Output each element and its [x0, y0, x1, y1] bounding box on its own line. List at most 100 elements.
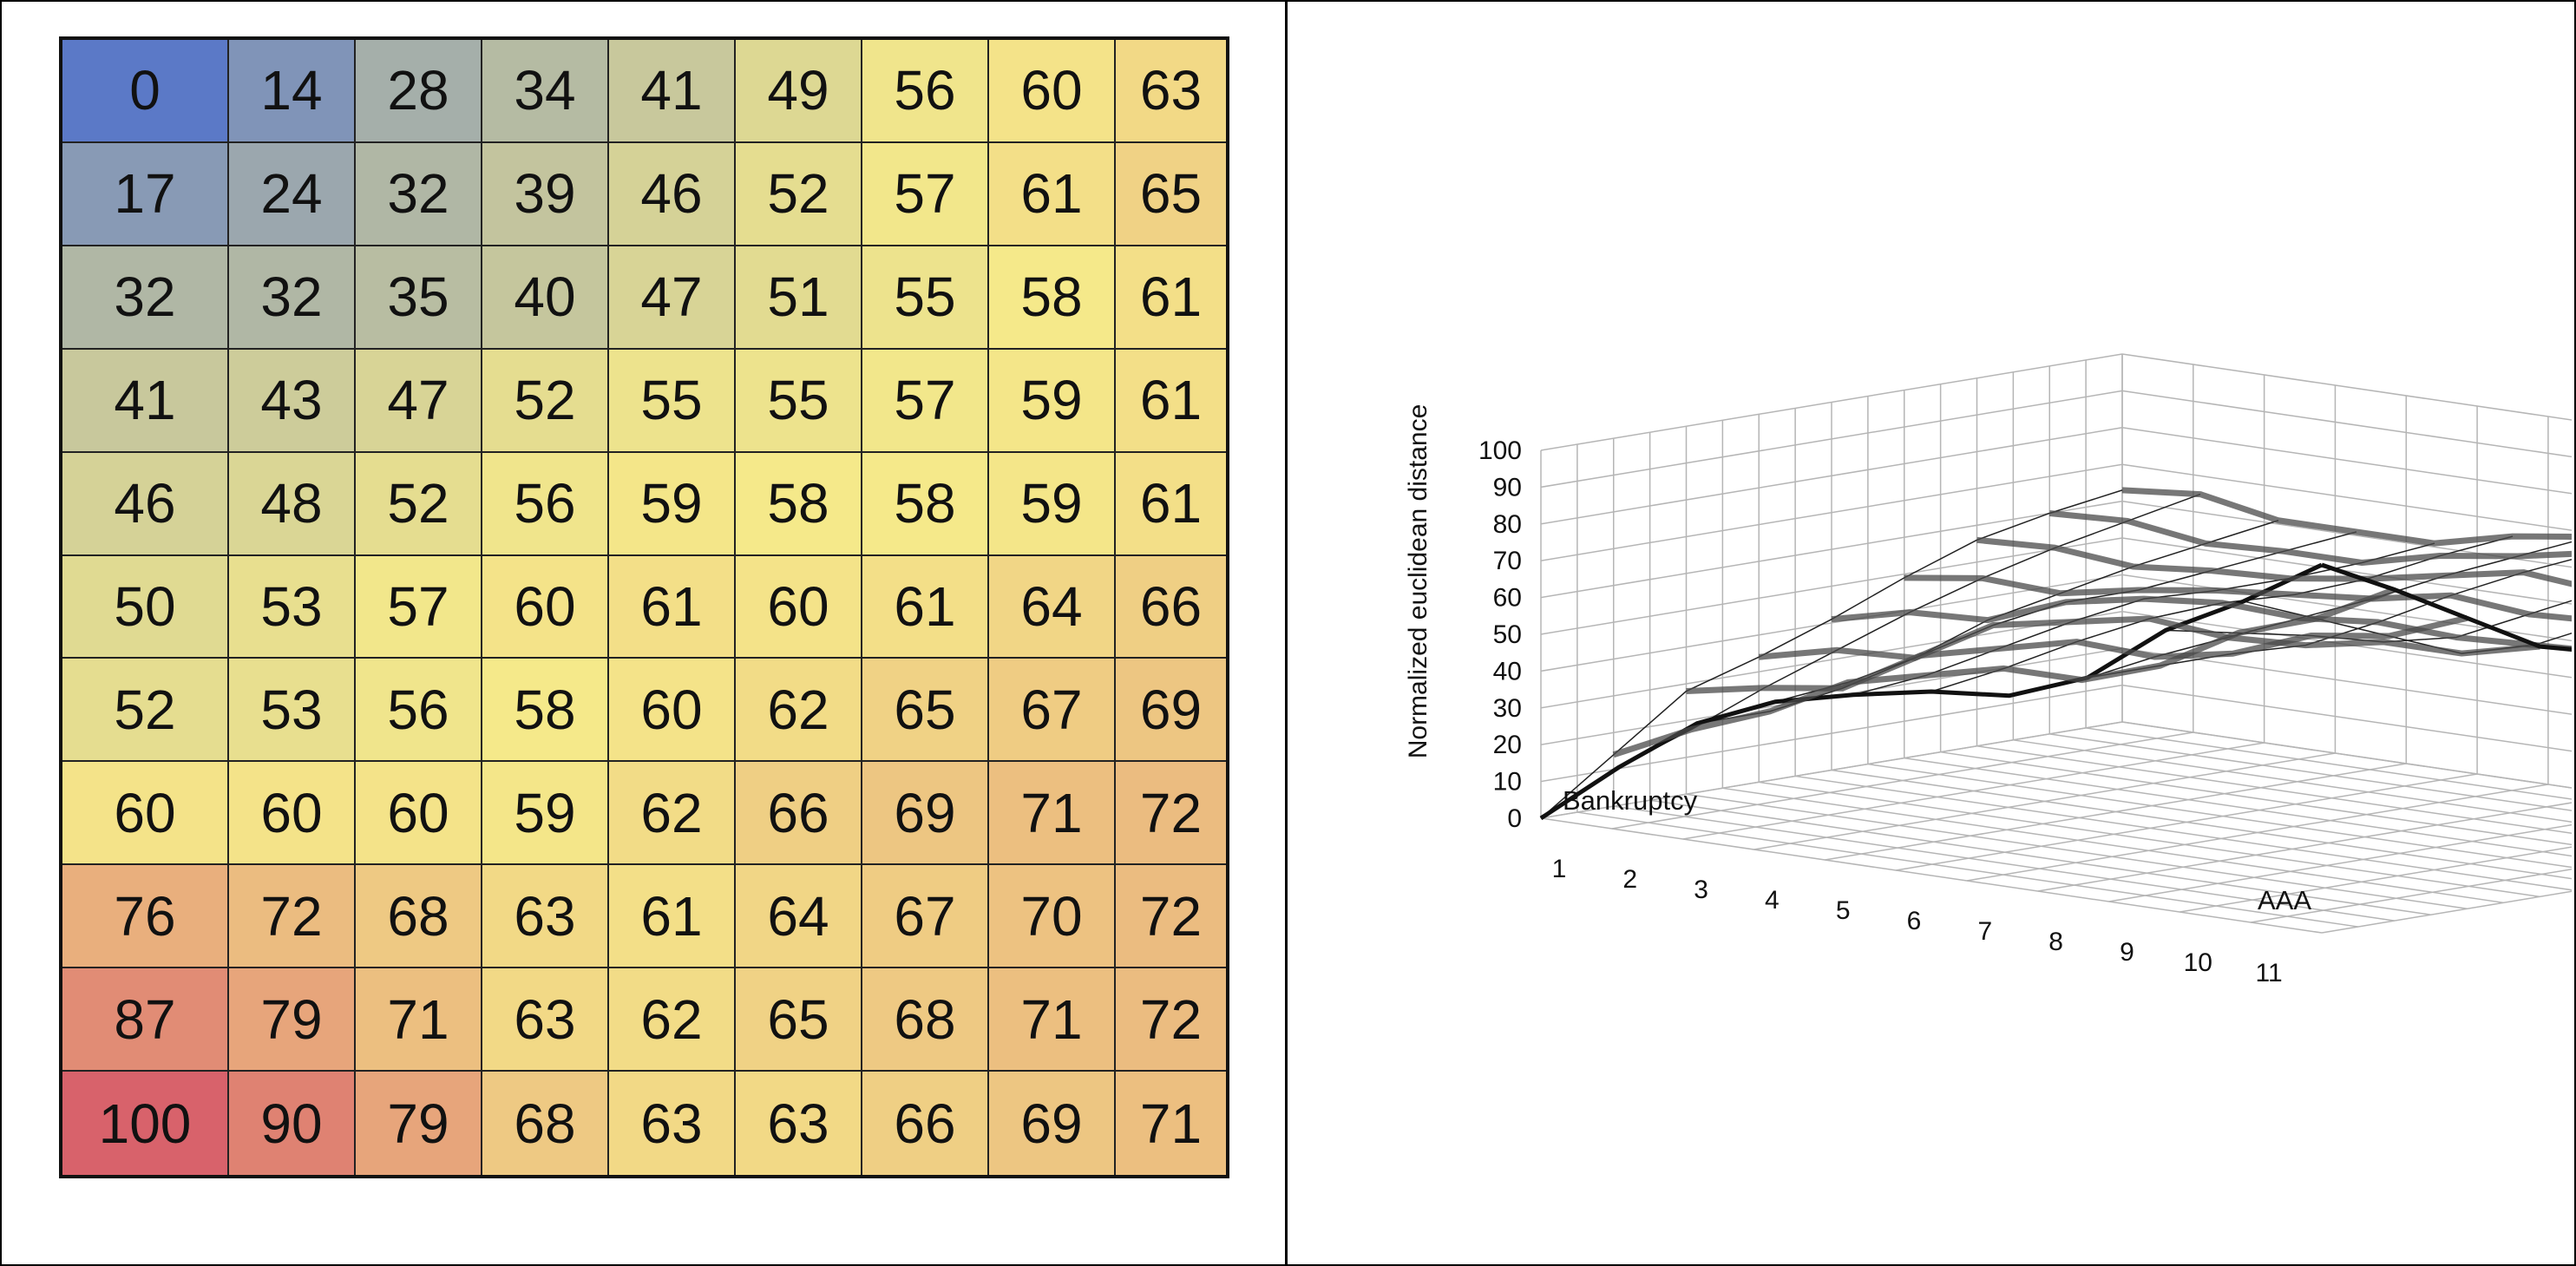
surface-series-line — [1758, 615, 2540, 661]
floor-gridline — [1867, 763, 2572, 869]
surface-series-line — [1831, 595, 2572, 653]
surface-labels: 0 10 20 30 40 50 60 70 80 90 100 1 2 3 4 5 6 7 8 9 10 11 — [1478, 436, 2283, 987]
heatmap-cell: 28 — [356, 40, 482, 143]
x-tick-label: 10 — [2184, 948, 2212, 977]
heatmap-cell: 66 — [736, 762, 862, 866]
heatmap-cell: 90 — [229, 1072, 356, 1175]
heatmap-cell: 32 — [229, 246, 356, 350]
heatmap-cell: 57 — [356, 555, 482, 659]
side-wall-gridline — [1540, 390, 2123, 489]
heatmap-cell: 79 — [229, 968, 356, 1072]
heatmap-cell: 53 — [229, 659, 356, 763]
heatmap-cell: 72 — [1116, 762, 1226, 866]
heatmap-cell: 67 — [989, 659, 1116, 763]
heatmap-cell: 49 — [736, 40, 862, 143]
heatmap-cell: 65 — [1116, 142, 1226, 246]
heatmap-cell: 52 — [482, 349, 609, 453]
z-axis-label: Normalized euclidean distance — [1404, 404, 1432, 759]
heatmap-cell: 65 — [862, 659, 989, 763]
back-wall-gridline — [2121, 721, 2572, 789]
x-tick-label: 6 — [1907, 907, 1922, 935]
heatmap-cell: 60 — [989, 40, 1116, 143]
x-tick-label: 11 — [2256, 959, 2283, 987]
floor-gridline — [1940, 751, 2572, 846]
heatmap-cell: 62 — [609, 762, 736, 866]
heatmap-cell: 59 — [989, 349, 1116, 453]
heatmap-cell: 63 — [609, 1072, 736, 1175]
heatmap-cell: 60 — [229, 762, 356, 866]
surface-series-line — [1904, 574, 2572, 622]
heatmap-cell: 58 — [862, 452, 989, 556]
z-tick-label: 20 — [1493, 731, 1522, 759]
heatmap-cell: 63 — [736, 1072, 862, 1175]
side-wall-gridline — [1540, 463, 2123, 561]
heatmap-cell: 48 — [229, 452, 356, 556]
heatmap-cell: 58 — [482, 659, 609, 763]
x-tick-label: 7 — [1977, 917, 1992, 946]
heatmap-cell: 71 — [989, 968, 1116, 1072]
x-tick-label: 8 — [2048, 928, 2063, 956]
heatmap-cell: 68 — [356, 865, 482, 969]
annotation-aaa: AAA — [2258, 885, 2311, 915]
heatmap-cell: 43 — [229, 349, 356, 453]
heatmap-cell: 60 — [482, 555, 609, 659]
floor-gridline — [2086, 727, 2572, 800]
back-wall-gridline — [2121, 647, 2572, 715]
heatmap-cell: 61 — [862, 555, 989, 659]
heatmap-cell: 41 — [62, 349, 229, 453]
heatmap-cell: 56 — [356, 659, 482, 763]
x-tick-label: 2 — [1622, 865, 1637, 894]
heatmap-cell: 58 — [989, 246, 1116, 350]
heatmap-cell: 71 — [356, 968, 482, 1072]
annotation-bankruptcy: Bankruptcy — [1563, 785, 1698, 816]
heatmap-cell: 60 — [609, 659, 736, 763]
heatmap-cell: 68 — [862, 968, 989, 1072]
heatmap-cell: 62 — [736, 659, 862, 763]
heatmap-cell: 14 — [229, 40, 356, 143]
heatmap-cell: 63 — [482, 968, 609, 1072]
back-wall-gridline — [2121, 463, 2572, 531]
back-wall-gridline — [2121, 353, 2572, 421]
heatmap-cell: 63 — [482, 865, 609, 969]
back-wall-gridline — [2121, 537, 2572, 605]
floor-gridline — [1795, 775, 2572, 891]
floor-gridline — [1540, 817, 2323, 934]
heatmap-cell: 66 — [1116, 555, 1226, 659]
heatmap-cell: 58 — [736, 452, 862, 556]
heatmap-cell: 59 — [609, 452, 736, 556]
heatmap-cell: 60 — [356, 762, 482, 866]
surface-edge-line — [2321, 562, 2572, 652]
heatmap-cell: 59 — [482, 762, 609, 866]
x-tick-label: 1 — [1552, 855, 1567, 883]
floor-gridline — [1613, 805, 2395, 922]
x-tick-label: 9 — [2120, 938, 2134, 967]
heatmap-cell: 76 — [62, 865, 229, 969]
heatmap-cell: 53 — [229, 555, 356, 659]
heatmap-cell: 69 — [862, 762, 989, 866]
heatmap-cell: 63 — [1116, 40, 1226, 143]
heatmap-cell: 57 — [862, 142, 989, 246]
heatmap-cell: 65 — [736, 968, 862, 1072]
heatmap-cell: 87 — [62, 968, 229, 1072]
surface-series-line — [1686, 614, 2468, 695]
heatmap-cell: 64 — [736, 865, 862, 969]
heatmap-cell: 68 — [482, 1072, 609, 1175]
floor-gridline — [1759, 781, 2540, 898]
floor-gridline — [1576, 811, 2358, 928]
floor-gridline — [1722, 787, 2504, 904]
z-tick-label: 50 — [1493, 620, 1522, 649]
heatmap-cell: 51 — [736, 246, 862, 350]
z-tick-label: 80 — [1493, 510, 1522, 539]
heatmap-cell: 24 — [229, 142, 356, 246]
floor-gridline — [2037, 802, 2572, 892]
side-wall-gridline — [1540, 500, 2123, 599]
heatmap-cell: 55 — [609, 349, 736, 453]
heatmap-cell: 72 — [229, 865, 356, 969]
heatmap-cell: 69 — [989, 1072, 1116, 1175]
heatmap-cell: 17 — [62, 142, 229, 246]
z-tick-label: 40 — [1493, 657, 1522, 685]
heatmap-cell: 39 — [482, 142, 609, 246]
z-tick-label: 0 — [1507, 804, 1522, 833]
heatmap-cell: 52 — [62, 659, 229, 763]
